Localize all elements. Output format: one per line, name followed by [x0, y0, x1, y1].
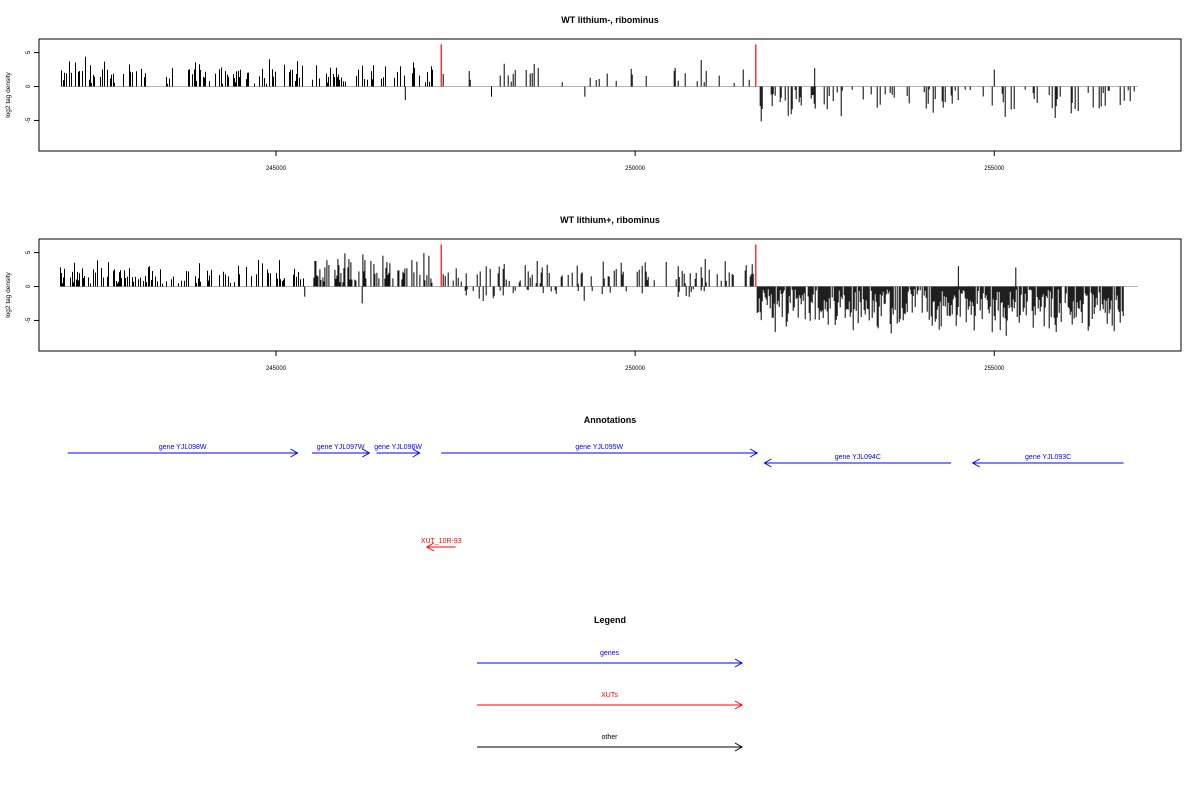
y-tick-label: 0	[26, 84, 32, 88]
annotation-arrowhead	[362, 448, 371, 458]
x-tick-label: 255000	[984, 166, 1005, 172]
plot-frame	[38, 238, 1182, 352]
annotation-0: gene YJL098W	[67, 444, 299, 458]
panel-wt-lithium-plus: WT lithium+, ribominus log2 tag density …	[5, 215, 1182, 372]
legend-item-other: other	[477, 734, 744, 752]
legend-title: Legend	[594, 615, 626, 625]
legend: Legend genes XUTs other	[477, 615, 744, 752]
x-tick-label: 245000	[266, 366, 287, 372]
legend-label: genes	[600, 650, 620, 657]
annotation-2: gene YJL096W	[374, 444, 422, 458]
annotation-arrowhead	[749, 448, 759, 458]
annotation-arrowhead	[412, 448, 421, 458]
annotation-4: gene YJL094C	[763, 454, 952, 468]
annotation-label: XUT_10R-93	[421, 538, 462, 545]
annotation-5: gene YJL093C	[971, 454, 1124, 468]
data-marks	[60, 244, 1138, 336]
plot-frame	[38, 38, 1182, 152]
annotation-label: gene YJL093C	[1025, 454, 1071, 461]
legend-item-genes: genes	[477, 650, 744, 668]
annotations-track: Annotations gene YJL098W gene YJL097W gene…	[67, 415, 1124, 552]
data-marks	[60, 44, 1138, 122]
legend-arrowhead	[734, 742, 744, 752]
y-tick-label: 5	[26, 50, 32, 54]
annotation-label: gene YJL098W	[159, 444, 207, 451]
legend-label: other	[602, 734, 619, 741]
legend-label: XUTs	[601, 692, 618, 699]
annotation-arrowhead	[763, 458, 772, 468]
y-axis-label: log2 tag density	[5, 71, 12, 117]
x-tick-label: 245000	[266, 166, 287, 172]
annotation-label: gene YJL094C	[835, 454, 881, 461]
legend-item-xuts: XUTs	[477, 692, 744, 710]
annotation-arrowhead	[290, 448, 299, 458]
y-tick-label: 0	[26, 284, 32, 288]
legend-arrowhead	[734, 700, 744, 710]
y-axis-label: log2 tag density	[5, 271, 12, 317]
annotation-label: gene YJL095W	[575, 444, 623, 451]
panel-title: WT lithium-, ribominus	[561, 15, 659, 25]
annotation-1: gene YJL097W	[311, 444, 371, 458]
x-tick-label: 250000	[625, 366, 646, 372]
annotation-label: gene YJL096W	[374, 444, 422, 451]
x-tick-label: 250000	[625, 166, 646, 172]
annotations-title: Annotations	[584, 415, 637, 425]
y-tick-label: -5	[26, 317, 32, 323]
axis-ticks: 245000 250000 255000 -5 0 5	[26, 250, 1005, 372]
x-tick-label: 255000	[984, 366, 1005, 372]
annotation-label: gene YJL097W	[317, 444, 365, 451]
legend-arrowhead	[734, 658, 744, 668]
y-tick-label: 5	[26, 250, 32, 254]
annotation-6: XUT_10R-93	[421, 538, 462, 552]
annotation-arrowhead	[425, 542, 435, 552]
panel-title: WT lithium+, ribominus	[560, 215, 660, 225]
panel-wt-lithium-minus: WT lithium-, ribominus log2 tag density …	[5, 15, 1182, 172]
axis-ticks: 245000 250000 255000 -5 0 5	[26, 50, 1005, 172]
annotation-3: gene YJL095W	[441, 444, 759, 458]
y-tick-label: -5	[26, 117, 32, 123]
annotation-arrowhead	[971, 458, 980, 468]
